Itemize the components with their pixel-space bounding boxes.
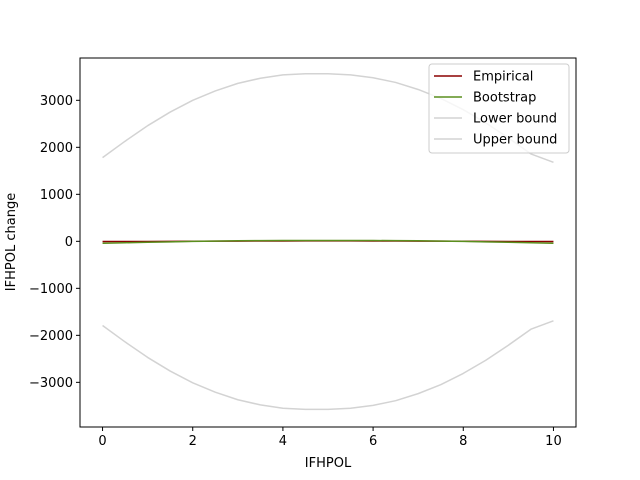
y-tick-label: −2000 bbox=[29, 329, 73, 344]
y-tick-label: 1000 bbox=[40, 188, 73, 203]
x-axis-label: IFHPOL bbox=[305, 456, 352, 471]
plot-frame bbox=[79, 57, 577, 428]
legend-label: Bootstrap bbox=[473, 91, 536, 106]
y-tick-label: 0 bbox=[65, 235, 73, 250]
legend: Empirical Bootstrap Lower bound Upper bound bbox=[428, 63, 570, 154]
y-tick-label: 3000 bbox=[40, 94, 73, 109]
x-tick-label: 10 bbox=[545, 434, 562, 449]
y-tick-label: 2000 bbox=[40, 141, 73, 156]
x-axis: 0 2 4 6 8 10 bbox=[98, 427, 562, 449]
x-tick-label: 6 bbox=[369, 434, 377, 449]
legend-box bbox=[428, 63, 570, 154]
series-line-1 bbox=[102, 239, 554, 244]
y-axis-label: IFHPOL change bbox=[4, 193, 19, 291]
y-axis: −3000 −2000 −1000 0 1000 2000 3000 bbox=[29, 94, 80, 391]
y-tick-label: −3000 bbox=[29, 376, 73, 391]
x-tick-label: 4 bbox=[279, 434, 287, 449]
x-tick-label: 0 bbox=[98, 434, 106, 449]
legend-label: Upper bound bbox=[473, 133, 557, 148]
legend-label: Lower bound bbox=[473, 112, 557, 127]
x-tick-label: 8 bbox=[459, 434, 467, 449]
x-tick-label: 2 bbox=[189, 434, 197, 449]
series-line-3 bbox=[102, 320, 554, 411]
legend-label: Empirical bbox=[473, 70, 533, 85]
y-tick-label: −1000 bbox=[29, 282, 73, 297]
